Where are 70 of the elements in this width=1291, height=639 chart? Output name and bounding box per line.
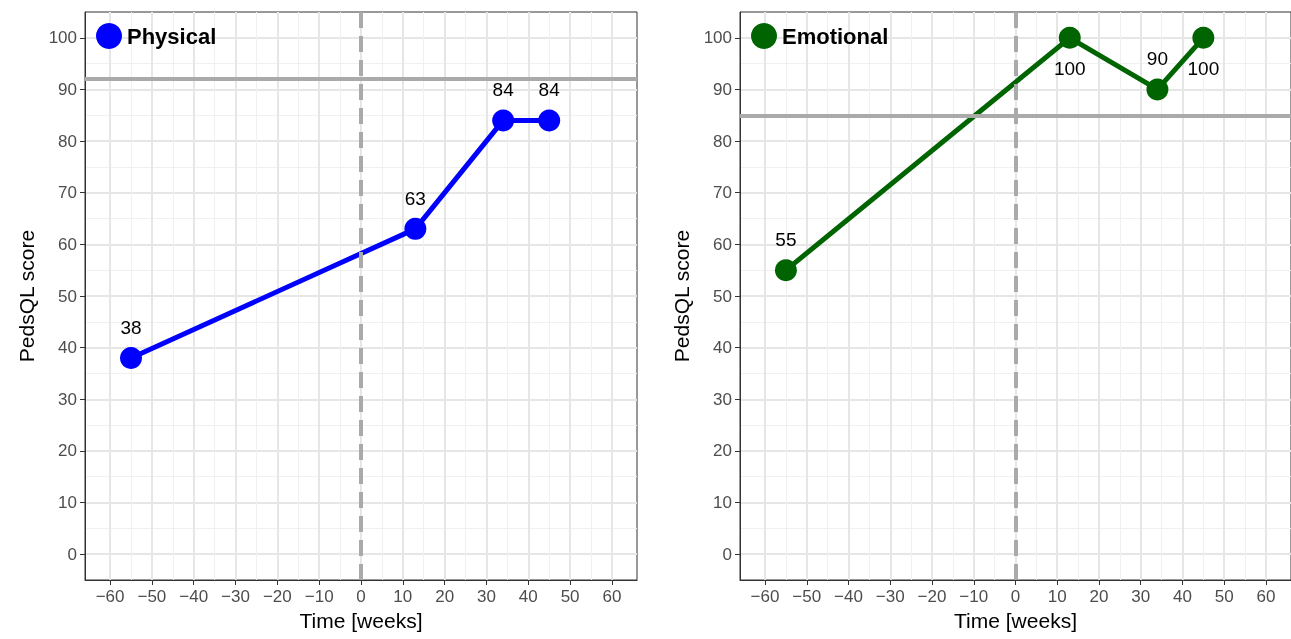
- x-tick-label: 30: [1131, 587, 1151, 606]
- x-tick-label: −20: [917, 587, 947, 606]
- x-tick-label: 0: [356, 587, 366, 606]
- data-label: 63: [404, 187, 426, 209]
- point: [120, 346, 142, 369]
- x-tick-label: 0: [1010, 587, 1021, 606]
- data-label: 100: [1053, 57, 1086, 79]
- x-tick-label: −10: [959, 587, 989, 606]
- point: [538, 109, 561, 132]
- point: [1058, 26, 1081, 49]
- y-tick-label: 30: [58, 389, 77, 409]
- y-tick-label: 0: [67, 544, 77, 564]
- y-tick-label: 70: [713, 183, 732, 203]
- point: [404, 217, 427, 240]
- y-axis-title: PedsQL score: [670, 229, 693, 363]
- x-tick-label: 40: [518, 587, 538, 606]
- x-tick-label: −30: [875, 587, 905, 606]
- point: [492, 109, 515, 132]
- x-tick-label: −60: [95, 587, 125, 606]
- point: [1146, 78, 1169, 101]
- y-tick-label: 30: [713, 389, 732, 409]
- y-tick-label: 70: [58, 183, 77, 203]
- y-tick-label: 80: [58, 131, 77, 151]
- x-axis-title: Time [weeks]: [954, 609, 1077, 632]
- x-tick-label: −30: [221, 587, 250, 606]
- y-tick-label: 90: [713, 79, 732, 99]
- x-tick-label: 50: [1214, 587, 1234, 606]
- y-tick-label: 10: [713, 493, 732, 513]
- x-tick-label: −40: [834, 587, 863, 606]
- x-tick-label: 40: [1173, 587, 1192, 606]
- x-tick-label: −60: [750, 587, 780, 606]
- legend-label: Emotional: [782, 23, 889, 49]
- data-label: 100: [1187, 57, 1220, 79]
- y-tick-label: 90: [58, 79, 77, 99]
- data-label: 38: [120, 316, 142, 338]
- y-tick-label: 80: [713, 131, 732, 151]
- x-tick-label: 20: [435, 587, 455, 606]
- data-label: 55: [775, 229, 797, 251]
- y-tick-label: 60: [58, 234, 77, 254]
- point: [774, 259, 797, 282]
- y-tick-label: 10: [58, 493, 77, 513]
- data-label: 84: [492, 79, 515, 101]
- x-tick-label: 10: [1047, 587, 1067, 606]
- y-tick-label: 20: [58, 441, 77, 461]
- y-tick-label: 100: [703, 28, 732, 48]
- y-tick-label: 50: [58, 286, 77, 306]
- y-tick-label: 40: [713, 338, 732, 358]
- x-tick-label: 60: [1256, 587, 1276, 606]
- x-tick-label: −40: [179, 587, 209, 606]
- x-tick-label: −50: [137, 587, 167, 606]
- legend-label: Physical: [127, 23, 217, 49]
- x-tick-label: −20: [262, 587, 292, 606]
- y-axis-title: PedsQL score: [15, 229, 38, 363]
- x-tick-label: 50: [560, 587, 580, 606]
- y-tick-label: 50: [713, 286, 732, 306]
- y-tick-label: 100: [48, 28, 77, 48]
- x-tick-label: 10: [393, 587, 413, 606]
- point: [1192, 26, 1215, 49]
- y-tick-label: 20: [713, 441, 732, 461]
- y-tick-label: 40: [58, 338, 77, 358]
- x-axis-title: Time [weeks]: [299, 609, 423, 632]
- data-label: 90: [1146, 48, 1168, 70]
- x-tick-label: −50: [792, 587, 822, 606]
- x-tick-label: −10: [304, 587, 334, 606]
- x-tick-label: 20: [1089, 587, 1109, 606]
- x-tick-label: 60: [602, 587, 622, 606]
- y-tick-label: 0: [722, 544, 732, 564]
- x-tick-label: 30: [476, 587, 496, 606]
- data-label: 84: [538, 79, 561, 101]
- y-tick-label: 60: [713, 234, 732, 254]
